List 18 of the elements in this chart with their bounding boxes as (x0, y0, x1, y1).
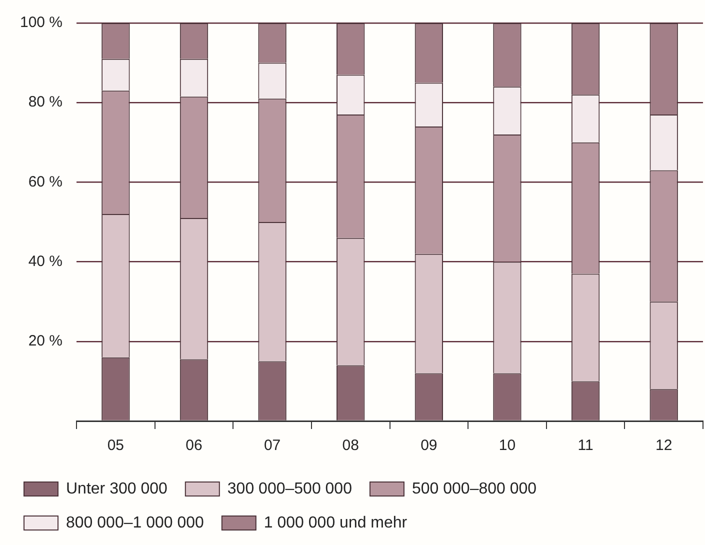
y-tick-label: 40 % (28, 252, 63, 270)
legend-label: Unter 300 000 (66, 480, 168, 498)
y-tick-label: 80 % (28, 94, 63, 111)
x-tick-label: 10 (498, 437, 516, 454)
x-tick-label: 09 (420, 437, 438, 454)
x-tick-label: 12 (656, 437, 672, 454)
legend-label: 1 000 000 und mehr (264, 514, 408, 532)
x-tick-label: 05 (107, 437, 124, 454)
y-tick-label: 60 % (28, 173, 63, 190)
x-tick-label: 06 (186, 437, 202, 454)
x-tick-label: 11 (578, 437, 594, 454)
legend-label: 500 000–800 000 (412, 480, 537, 498)
x-tick-label: 08 (342, 437, 359, 454)
y-tick-label: 20 % (28, 332, 63, 350)
legend-label: 800 000–1 000 000 (66, 514, 204, 532)
x-tick-label: 07 (264, 437, 281, 454)
legend-label: 300 000–500 000 (227, 480, 352, 498)
y-tick-label: 100 % (20, 14, 63, 32)
